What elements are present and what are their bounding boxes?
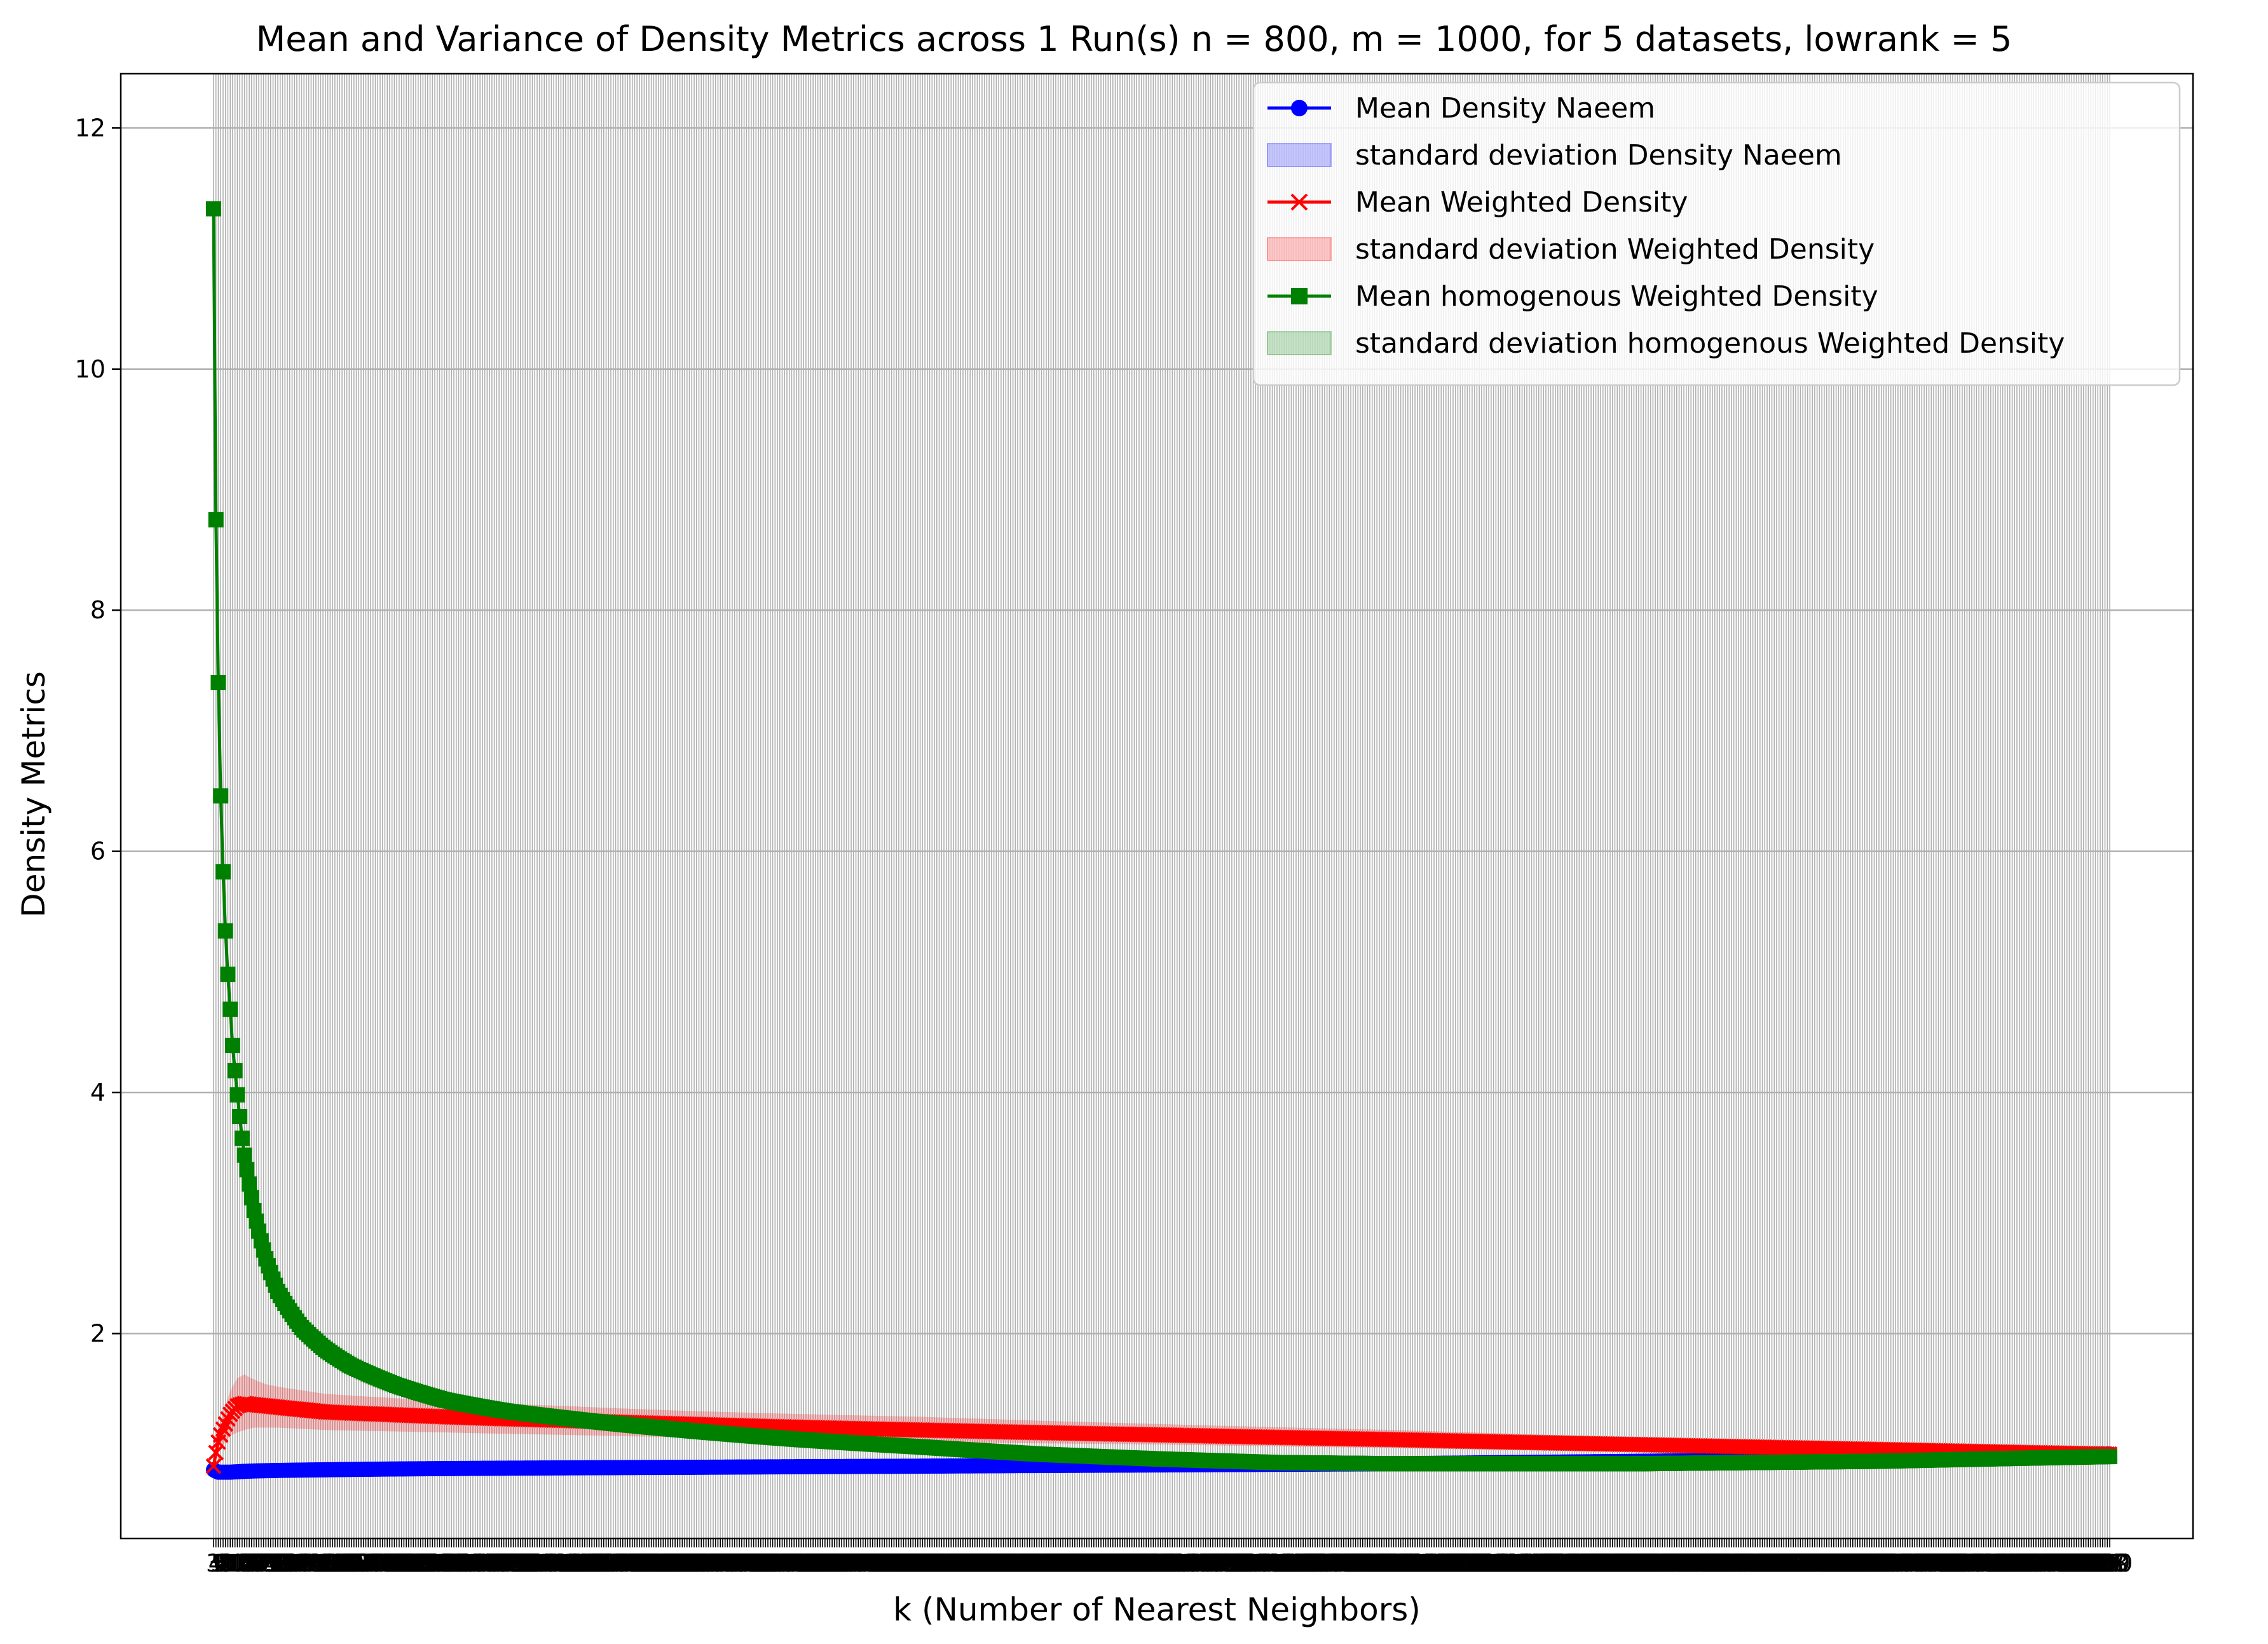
data-point xyxy=(217,923,233,939)
data-point xyxy=(232,1109,248,1125)
legend-patch xyxy=(1267,237,1332,261)
chart-title: Mean and Variance of Density Metrics acr… xyxy=(256,19,2012,59)
series-lines xyxy=(205,201,2118,1480)
legend-label: standard deviation homogenous Weighted D… xyxy=(1355,327,2065,360)
y-tick-label: 6 xyxy=(90,838,106,866)
legend-entry: standard deviation Weighted Density xyxy=(1267,233,1875,266)
legend-label: standard deviation Density Naeem xyxy=(1355,139,1842,172)
data-point xyxy=(217,1416,234,1432)
data-point xyxy=(227,1063,243,1078)
x-axis-label: k (Number of Nearest Neighbors) xyxy=(893,1591,1421,1628)
y-tick-label: 8 xyxy=(90,596,106,624)
legend-label: Mean homogenous Weighted Density xyxy=(1355,280,1878,313)
y-tick-label: 12 xyxy=(75,114,106,142)
legend-label: standard deviation Weighted Density xyxy=(1355,233,1875,266)
legend-marker xyxy=(1291,288,1308,304)
data-point xyxy=(236,1147,252,1163)
legend-label: Mean Density Naeem xyxy=(1355,92,1655,125)
data-point xyxy=(220,1411,236,1427)
legend-entry: standard deviation homogenous Weighted D… xyxy=(1267,327,2065,360)
y-axis-label: Density Metrics xyxy=(15,671,52,917)
legend: Mean Density Naeem standard deviation Den… xyxy=(1252,81,2181,386)
data-point xyxy=(242,1176,257,1192)
data-point xyxy=(234,1131,250,1146)
legend-patch xyxy=(1267,143,1332,167)
data-point xyxy=(2102,1449,2117,1464)
data-point xyxy=(208,512,224,527)
data-point xyxy=(205,1458,222,1474)
data-point xyxy=(210,675,226,691)
x-grid-lines xyxy=(213,74,2110,1539)
legend-label: Mean Weighted Density xyxy=(1355,186,1688,219)
data-point xyxy=(243,1190,259,1206)
data-point xyxy=(239,1162,255,1178)
y-tick-label: 4 xyxy=(90,1078,106,1106)
data-point xyxy=(215,1421,231,1437)
y-tick-label: 2 xyxy=(90,1319,106,1347)
legend-patch xyxy=(1267,331,1332,355)
series-markers-2 xyxy=(205,201,2117,1472)
data-point xyxy=(222,1002,238,1017)
legend-entry: Mean homogenous Weighted Density xyxy=(1267,280,1878,313)
data-point xyxy=(215,864,231,880)
y-tick-label: 10 xyxy=(75,355,106,383)
data-point xyxy=(205,201,221,217)
data-point xyxy=(213,788,229,804)
data-point xyxy=(229,1087,245,1103)
x-tick-label: 800 xyxy=(2087,1549,2133,1577)
data-point xyxy=(224,1038,240,1054)
legend-marker xyxy=(1291,100,1308,116)
data-point xyxy=(220,967,236,982)
x-grid-path xyxy=(213,74,2110,1539)
